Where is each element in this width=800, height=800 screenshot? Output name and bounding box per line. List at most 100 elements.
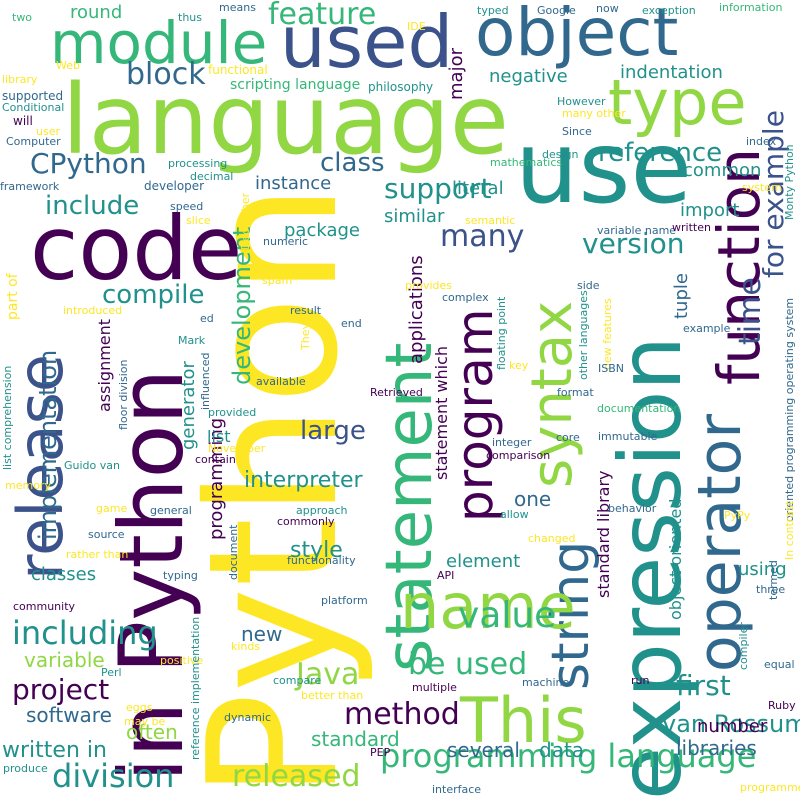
word-machine: machine — [522, 676, 570, 689]
word-major: major — [446, 48, 467, 100]
word-list-comprehension: list comprehension — [1, 365, 14, 470]
word-using: using — [738, 559, 787, 580]
word-round: round — [70, 2, 123, 23]
word-reference: reference — [598, 138, 723, 168]
word-run: run — [631, 674, 650, 687]
word-library: library — [2, 73, 38, 86]
word-kinds: kinds — [231, 640, 261, 653]
word-integer: integer — [492, 436, 532, 449]
word-in-contrast: In contrast — [783, 500, 796, 560]
word-data: data — [539, 738, 585, 762]
word-philosophy: philosophy — [368, 80, 434, 94]
word-influenced: influenced — [199, 352, 212, 410]
word-eggs: eggs — [126, 701, 153, 714]
word-approach: approach — [296, 504, 348, 517]
word-equal: equal — [764, 658, 795, 671]
word-contain: contain — [195, 453, 236, 466]
word-object-oriented: object oriented — [666, 498, 685, 620]
word-source: source — [88, 528, 125, 541]
word-conditional: Conditional — [2, 101, 65, 114]
word-cpython: CPython — [30, 147, 147, 180]
word-tuple: tuple — [671, 273, 692, 319]
word-pep: PEP — [370, 746, 391, 759]
word-processing: processing — [168, 157, 228, 170]
word-mark: Mark — [178, 334, 206, 347]
word-standard-library: standard library — [594, 470, 613, 598]
word-van-rossum: van Rossum — [662, 710, 800, 738]
word-object: object — [475, 0, 679, 71]
word-better-than: better than — [301, 689, 364, 702]
word-negative: negative — [489, 66, 568, 87]
word-format: format — [557, 386, 594, 399]
word-scripting-language: scripting language — [230, 77, 361, 93]
word-functional: functional — [208, 63, 268, 77]
word-changed: changed — [528, 532, 576, 545]
word-support: support — [384, 172, 492, 205]
word-november: November — [208, 442, 266, 455]
word-isbn: ISBN — [598, 362, 625, 375]
word-floor-division: floor division — [117, 359, 130, 430]
word-thus: thus — [178, 11, 202, 24]
word-several: several — [447, 738, 520, 762]
word-three: three — [756, 583, 786, 596]
word-pypy: PyPy — [724, 509, 751, 522]
word-monty-python: Monty Python — [783, 144, 796, 220]
word-end: end — [341, 317, 362, 330]
word-documentation: documentation — [597, 402, 681, 415]
word-ed: ed — [200, 312, 214, 325]
word-style: style — [290, 538, 343, 563]
word-module: module — [50, 9, 268, 77]
word-semantic: semantic — [465, 214, 516, 227]
word-one: one — [514, 487, 552, 511]
word-introduced: introduced — [63, 304, 123, 317]
word-perl: Perl — [101, 666, 122, 679]
word-compile: compile — [102, 280, 205, 310]
word-instance: instance — [255, 173, 332, 194]
word-memory: memory — [5, 479, 51, 492]
word-design: design — [542, 148, 579, 161]
word-literal: literal — [452, 178, 504, 199]
word-other-languages: other languages — [577, 290, 590, 380]
word-developer: developer — [144, 179, 205, 193]
word-computer: Computer — [6, 135, 61, 148]
word-programming-language: programming language — [380, 737, 757, 775]
word-written-in: written in — [2, 738, 107, 763]
word-compare: compare — [273, 674, 322, 687]
word-written: written — [672, 221, 711, 234]
word-web: Web — [56, 59, 80, 72]
word-classes: classes — [31, 564, 97, 585]
word-version: version — [582, 227, 685, 260]
word-package: package — [284, 220, 360, 241]
word-api: API — [437, 569, 455, 582]
word-dynamic: dynamic — [224, 711, 272, 724]
word-element: element — [446, 551, 521, 572]
word-typed: typed — [477, 4, 509, 17]
word-typing: typing — [163, 569, 198, 582]
word-positive: positive — [160, 654, 204, 667]
word-december: December — [239, 192, 252, 250]
word-indentation: indentation — [620, 62, 723, 83]
word-key: key — [509, 359, 529, 372]
word-spam: spam — [262, 274, 293, 287]
word-guido-van: Guido van — [64, 459, 120, 472]
word-new: new — [241, 622, 283, 646]
word-software: software — [26, 703, 112, 727]
word-document: document — [227, 524, 240, 581]
word-core: core — [556, 431, 580, 444]
word-part-of: part of — [5, 273, 21, 320]
word-functionality: functionality — [287, 554, 356, 567]
word-result: result — [290, 304, 322, 317]
word-language: language — [62, 64, 509, 176]
word-used: used — [280, 0, 454, 84]
word-project: project — [12, 673, 110, 706]
word-decimal: decimal — [190, 170, 234, 183]
word-method: method — [344, 697, 460, 732]
word-development: development — [228, 226, 256, 385]
word-feature: feature — [268, 0, 377, 32]
word-many: many — [440, 219, 525, 254]
word-include: include — [45, 191, 140, 221]
word-side: side — [577, 279, 600, 292]
word-interpreter: interpreter — [244, 468, 363, 493]
word-applications: applications — [406, 255, 427, 364]
word-user: user — [36, 125, 60, 138]
